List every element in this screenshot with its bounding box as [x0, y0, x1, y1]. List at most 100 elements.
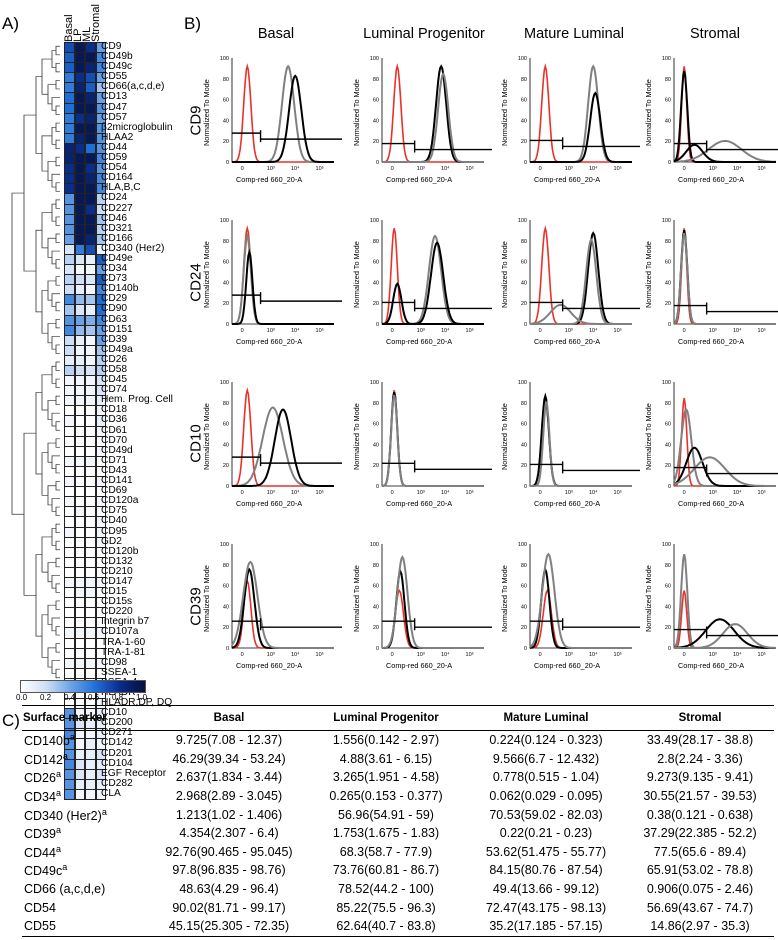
table-cell-value: 85.22(75.5 - 96.3) [306, 898, 466, 917]
histogram-curve [232, 408, 334, 487]
marker-name: CD39 [24, 827, 56, 842]
dendrogram-branch [55, 378, 60, 388]
hist-y-tick: 40 [223, 118, 229, 124]
hist-x-tick: 10⁵ [758, 327, 766, 334]
histogram-gate [530, 299, 640, 312]
histogram-curve [529, 552, 632, 649]
hist-x-tick: 10³ [417, 652, 425, 658]
histogram-plot: 0 20 40 60 80 100 0 10³ 10⁴ 10⁵ [370, 56, 492, 172]
legend-tick: 0.4 [64, 693, 76, 702]
heatmap-marker-label: CD44 [101, 141, 128, 153]
heatmap-row [64, 142, 106, 155]
hist-y-tick: 60 [223, 98, 229, 104]
value-range: (43.175 - 98.13) [517, 900, 607, 915]
heatmap-row [64, 253, 106, 266]
hist-y-tick: 80 [665, 563, 671, 569]
value-range: (2.97 - 35.3) [681, 919, 750, 934]
heatmap-row [64, 496, 106, 508]
hist-x-tick: 10⁵ [316, 165, 324, 172]
hist-y-tick: 60 [521, 422, 527, 428]
hist-y-tick: 40 [373, 280, 379, 286]
heatmap-marker-label: CD49d [101, 444, 133, 456]
value-mean: 14.86 [650, 919, 682, 934]
hist-y-tick: 0 [376, 646, 379, 652]
hist-y-tick: 20 [223, 463, 229, 469]
dendrogram-branch [35, 554, 42, 637]
table-row: CD140ba 9.725(7.08 - 12.37) 1.556(0.142 - … [22, 731, 774, 750]
table-cell-value: 0.22(0.21 - 0.23) [466, 824, 626, 843]
marker-name: CD140b [24, 734, 70, 749]
heatmap-marker-label: CD49e [101, 252, 133, 264]
hist-x-tick: 0 [241, 652, 244, 658]
heatmap-row [64, 203, 106, 215]
heatmap-row [64, 62, 106, 74]
value-mean: 46.29 [172, 751, 204, 766]
marker-footnote: a [55, 843, 61, 854]
dendrogram-branch [55, 523, 60, 534]
heatmap-row [64, 506, 106, 518]
hist-x-tick: 10⁵ [466, 489, 474, 496]
value-mean: 56.69 [646, 900, 679, 915]
heatmap-row [64, 395, 106, 407]
histogram-panel: Normalized To Mode Comp-red 660_20-A 0 20 40… [644, 218, 778, 352]
hist-y-tick: 0 [376, 160, 379, 166]
heatmap-cell [74, 788, 85, 801]
heatmap-marker-label: CD210 [101, 565, 133, 577]
heatmap-row [64, 42, 106, 54]
hist-x-tick: 10⁴ [589, 651, 598, 658]
hist-y-tick: 20 [373, 625, 379, 631]
heatmap-row [64, 415, 106, 427]
hist-y-tick: 0 [226, 322, 229, 328]
hist-y-tick: 60 [665, 584, 671, 590]
heatmap-row [64, 213, 106, 225]
dendrogram-branch [55, 421, 60, 431]
heatmap-marker-label: CD166 [101, 232, 133, 244]
dendrogram [11, 45, 60, 679]
hist-y-tick: 100 [370, 542, 379, 548]
marker-footnote: a [55, 788, 61, 798]
hist-x-axis-label: Comp-red 660_20-A [236, 661, 303, 670]
hist-x-tick: 10⁴ [733, 327, 742, 334]
hist-y-tick: 100 [220, 218, 229, 224]
value-mean: 77.5 [653, 844, 679, 859]
histogram-curve [674, 618, 776, 649]
hist-col-title-lp: Luminal Progenitor [363, 26, 485, 42]
table-cell-value: 73.76(60.81 - 86.7) [306, 861, 466, 880]
hist-x-axis-label: Comp-red 660_20-A [236, 499, 303, 508]
heatmap-marker-label: CD271 [101, 727, 133, 739]
histogram-panel: Normalized To Mode Comp-red 660_20-A 0 20 40… [202, 542, 344, 676]
histogram-curve [529, 303, 632, 325]
dendrogram-branch [55, 45, 60, 56]
value-mean: 2.968 [175, 789, 208, 804]
dendrogram-branch [55, 216, 60, 226]
hist-x-axis-label: Comp-red 660_20-A [236, 337, 303, 346]
hist-x-tick: 10⁴ [733, 651, 742, 658]
dendrogram-branch [55, 233, 60, 243]
hist-y-tick: 40 [223, 280, 229, 286]
heatmap-marker-label: CD75 [101, 505, 128, 517]
table-cell-value: 97.8(96.835 - 98.76) [152, 861, 306, 880]
hist-y-tick: 80 [665, 401, 671, 407]
table-cell-value: 4.354(2.307 - 6.4) [152, 824, 306, 843]
heatmap-row [64, 465, 106, 478]
table-cell-value: 0.38(0.121 - 0.638) [626, 805, 774, 824]
hist-y-tick: 60 [373, 98, 379, 104]
heatmap-marker-label: CD59 [101, 152, 128, 164]
histogram-curve [673, 232, 776, 325]
value-mean: 72.47 [485, 900, 518, 915]
heatmap-marker-label: Hem. Prog. Cell [101, 394, 173, 406]
heatmap-marker-label: CD43 [101, 464, 128, 476]
histogram-gate [232, 292, 342, 305]
value-range: (2.307 - 6.4) [210, 826, 279, 841]
hist-y-tick: 80 [521, 77, 527, 83]
heatmap-row [64, 163, 106, 175]
histogram-curve [530, 63, 632, 163]
heatmap-row [64, 153, 106, 165]
hist-x-tick: 10³ [417, 490, 425, 496]
value-range: (28.17 - 38.8) [678, 733, 754, 748]
hist-x-tick: 0 [241, 166, 244, 172]
heatmap-marker-label: CD164 [101, 172, 133, 184]
value-range: (44.2 - 100) [369, 882, 434, 897]
heatmap-row [64, 516, 106, 528]
hist-x-tick: 10⁴ [441, 165, 450, 172]
